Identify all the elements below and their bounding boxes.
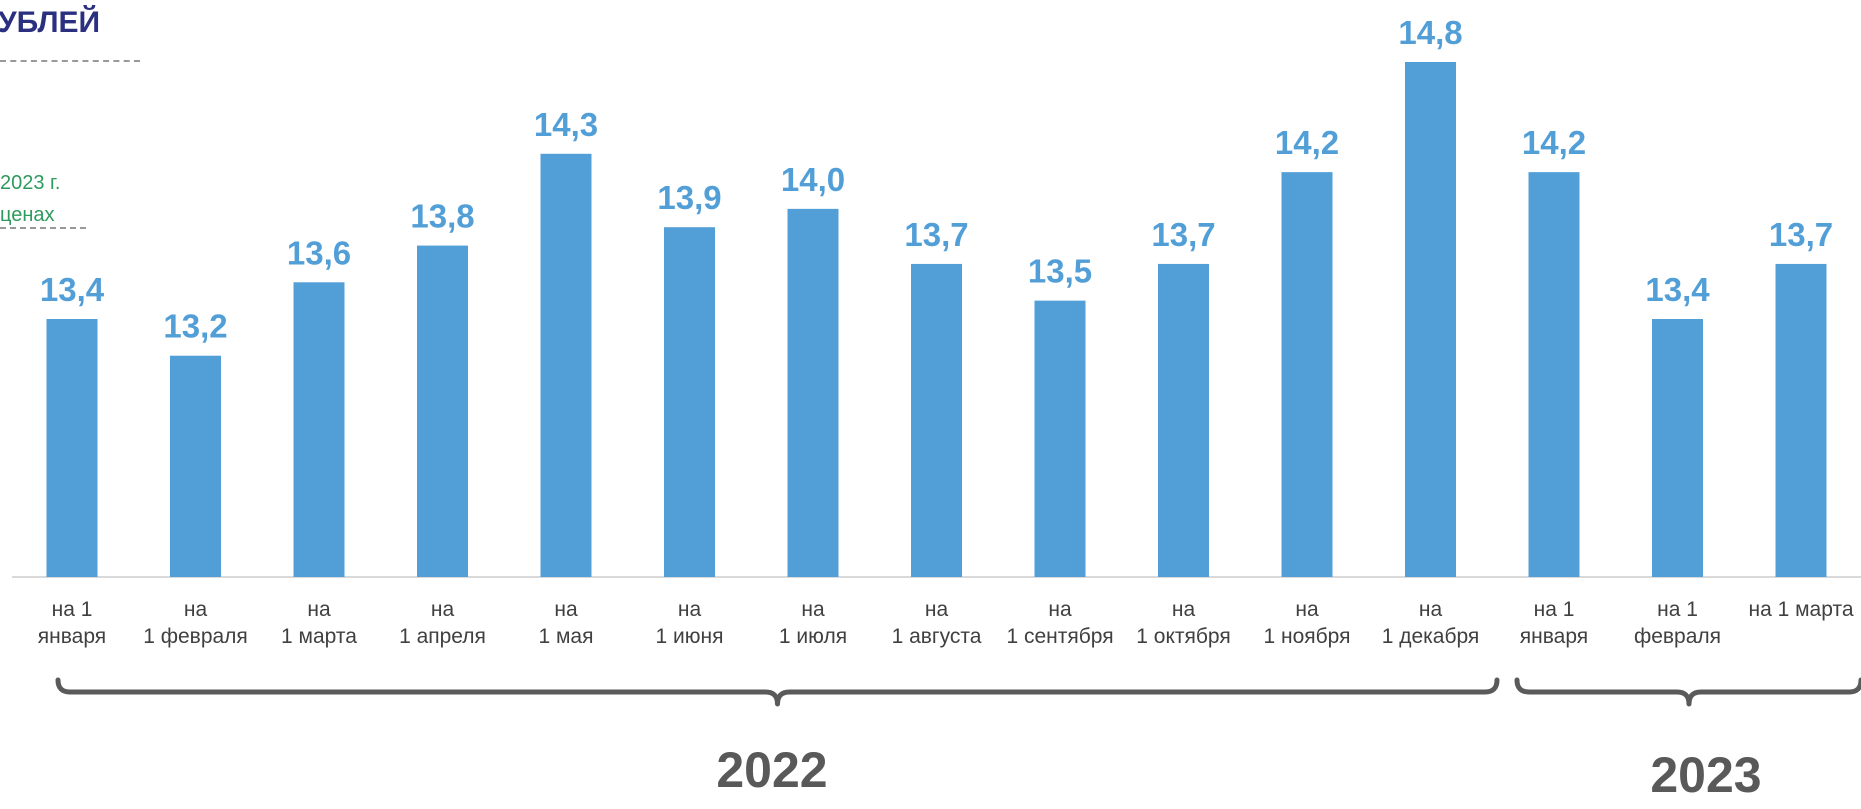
- tick-label-0-0: на 1: [52, 598, 93, 621]
- tick-label-7-0: на: [925, 598, 949, 621]
- tick-label-3-1: 1 апреля: [399, 625, 486, 648]
- tick-label-11-1: 1 декабря: [1382, 625, 1480, 648]
- bar-3: [417, 245, 468, 578]
- tick-label-3-0: на: [431, 598, 455, 621]
- bracket-2022: [55, 677, 1500, 707]
- value-label-3: 13,8: [410, 198, 474, 235]
- value-label-2: 13,6: [287, 234, 351, 271]
- tick-label-4-1: 1 мая: [538, 625, 593, 648]
- bar-6: [787, 208, 839, 577]
- value-label-12: 14,2: [1522, 124, 1586, 161]
- value-label-6: 14,0: [781, 161, 845, 198]
- tick-label-13-0: на 1: [1657, 598, 1698, 621]
- value-label-10: 14,2: [1275, 124, 1339, 161]
- note-line-1: 2023 г.: [0, 172, 61, 194]
- bar-4: [540, 153, 592, 578]
- title-dashed-rule: [0, 60, 140, 62]
- value-label-8: 13,5: [1028, 253, 1092, 290]
- bar-9: [1158, 263, 1209, 577]
- value-label-13: 13,4: [1645, 271, 1710, 308]
- value-label-9: 13,7: [1151, 216, 1215, 253]
- value-label-11: 14,8: [1398, 14, 1462, 51]
- tick-label-9-0: на: [1172, 598, 1196, 621]
- chart-title-fragment: УБЛЕЙ: [0, 6, 101, 39]
- tick-label-1-1: 1 февраля: [143, 625, 248, 648]
- tick-label-13-1: февраля: [1634, 625, 1721, 648]
- bar-5: [664, 227, 715, 577]
- value-label-14: 13,7: [1769, 216, 1833, 253]
- tick-label-5-1: 1 июня: [656, 625, 724, 648]
- tick-label-6-0: на: [801, 598, 825, 621]
- bar-7: [911, 263, 962, 577]
- bar-10: [1281, 172, 1333, 577]
- year-label-2022: 2022: [716, 742, 827, 798]
- tick-label-1-0: на: [184, 598, 208, 621]
- tick-label-11-0: на: [1419, 598, 1443, 621]
- tick-label-14-0: на 1 марта: [1748, 598, 1853, 621]
- tick-label-0-1: января: [38, 625, 106, 648]
- value-label-1: 13,2: [163, 308, 227, 345]
- tick-label-8-0: на: [1048, 598, 1072, 621]
- note-line-2: ценах: [0, 204, 55, 226]
- bar-2: [293, 282, 345, 577]
- note-dashed-rule: [0, 227, 86, 229]
- bar-12: [1528, 172, 1580, 577]
- bar-8: [1034, 300, 1086, 577]
- tick-label-9-1: 1 октября: [1136, 625, 1230, 648]
- tick-label-6-1: 1 июля: [779, 625, 847, 648]
- value-label-0: 13,4: [40, 271, 105, 308]
- tick-label-10-0: на: [1295, 598, 1319, 621]
- tick-label-10-1: 1 ноября: [1263, 625, 1350, 648]
- tick-label-4-0: на: [554, 598, 578, 621]
- tick-label-5-0: на: [678, 598, 702, 621]
- bar-0: [46, 319, 98, 577]
- value-label-5: 13,9: [657, 179, 721, 216]
- value-label-4: 14,3: [534, 106, 598, 143]
- tick-label-2-1: 1 марта: [281, 625, 357, 648]
- tick-label-8-1: 1 сентября: [1006, 625, 1113, 648]
- tick-label-12-0: на 1: [1534, 598, 1575, 621]
- value-label-7: 13,7: [904, 216, 968, 253]
- tick-label-12-1: января: [1520, 625, 1588, 648]
- bar-13: [1652, 319, 1703, 577]
- bar-14: [1775, 263, 1827, 577]
- bracket-2023: [1514, 677, 1861, 707]
- tick-label-2-0: на: [307, 598, 331, 621]
- tick-label-7-1: 1 августа: [892, 625, 982, 648]
- bar-11: [1405, 62, 1456, 577]
- year-label-2023: 2023: [1650, 747, 1761, 803]
- bar-1: [170, 355, 221, 577]
